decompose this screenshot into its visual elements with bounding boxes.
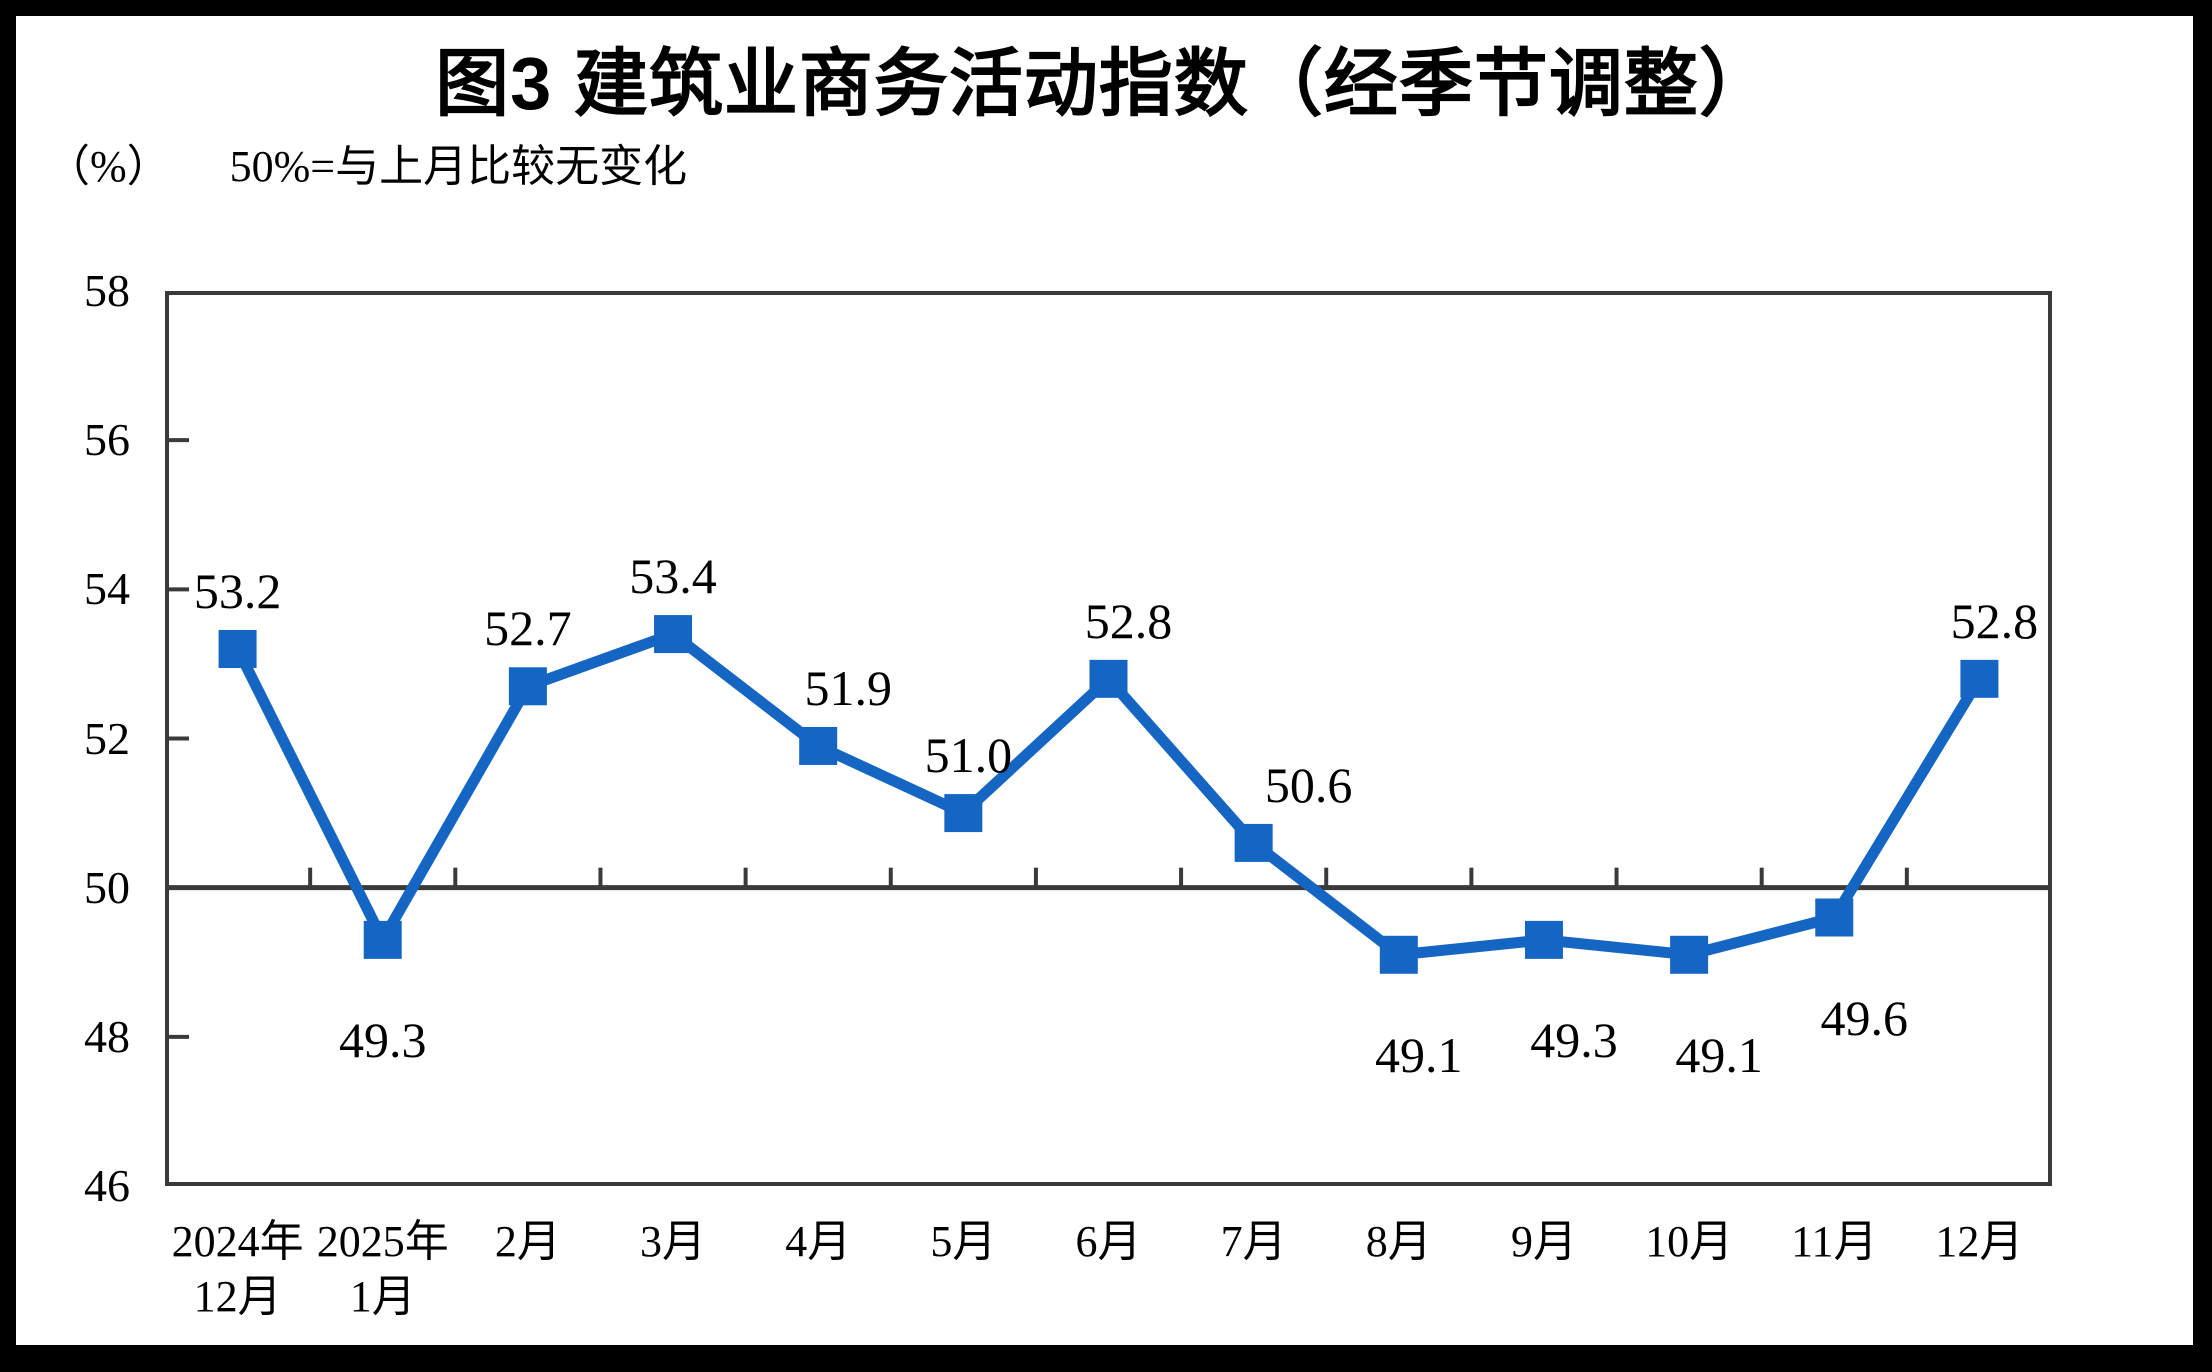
y-axis-label: 46 <box>84 1160 130 1211</box>
y-axis-label: 58 <box>84 265 130 316</box>
line-chart-canvas <box>165 291 2052 1186</box>
data-value-label: 53.2 <box>193 563 282 619</box>
x-axis-label: 3月 <box>640 1217 707 1266</box>
data-marker <box>1960 659 1999 698</box>
data-value-label: 52.8 <box>1950 592 2039 649</box>
data-value-label: 51.9 <box>804 659 892 716</box>
data-value-label: 52.8 <box>1084 592 1173 649</box>
data-marker <box>1379 935 1418 974</box>
data-value-label: 53.4 <box>629 548 717 605</box>
data-marker <box>799 726 838 765</box>
data-marker <box>1089 659 1128 698</box>
data-value-label: 49.1 <box>1675 1026 1763 1083</box>
data-value-label: 52.7 <box>484 600 572 657</box>
x-axis-label: 12月 <box>1935 1217 2024 1266</box>
x-axis-label: 2024年 12月 <box>171 1217 304 1321</box>
data-marker <box>363 920 402 959</box>
x-axis-label: 9月 <box>1510 1217 1577 1266</box>
data-marker <box>1670 935 1709 974</box>
y-axis-label: 54 <box>84 563 130 615</box>
y-axis-label: 50 <box>84 861 130 913</box>
data-value-label: 49.3 <box>1530 1011 1618 1068</box>
data-marker <box>508 667 547 706</box>
x-axis-label: 7月 <box>1220 1217 1287 1266</box>
x-axis-label: 5月 <box>930 1217 997 1266</box>
baseline-note: 50%=与上月比较无变化 <box>229 142 688 191</box>
chart-subtitle: （%） 50%=与上月比较无变化 <box>46 130 687 194</box>
x-axis-label: 6月 <box>1075 1217 1142 1266</box>
data-marker <box>1524 920 1563 959</box>
plot-border <box>165 291 2052 1186</box>
data-marker <box>944 794 983 833</box>
data-marker <box>654 615 693 654</box>
data-value-label: 49.3 <box>338 1011 427 1068</box>
x-axis-label: 2月 <box>494 1217 561 1266</box>
data-value-label: 49.6 <box>1820 989 1909 1046</box>
chart-title: 图3 建筑业商务活动指数（经季节调整） <box>435 42 1774 125</box>
data-marker <box>1815 898 1854 937</box>
data-value-label: 49.1 <box>1375 1026 1463 1083</box>
x-axis-label: 10月 <box>1645 1217 1734 1266</box>
x-axis-label: 2025年 1月 <box>316 1217 449 1321</box>
x-axis-label: 11月 <box>1791 1217 1878 1266</box>
y-axis-label: 56 <box>84 414 130 466</box>
x-axis-label: 4月 <box>785 1217 852 1266</box>
y-axis-label: 52 <box>84 712 130 764</box>
data-value-label: 50.6 <box>1264 756 1353 813</box>
data-marker <box>1234 823 1273 862</box>
data-value-label: 51.0 <box>924 727 1013 784</box>
unit-label: （%） <box>46 142 171 191</box>
x-axis-label: 8月 <box>1365 1217 1432 1266</box>
y-axis-label: 48 <box>84 1010 130 1062</box>
data-marker <box>218 630 257 668</box>
chart-figure: 图3 建筑业商务活动指数（经季节调整） （%） 50%=与上月比较无变化 58 5… <box>16 16 2193 1345</box>
